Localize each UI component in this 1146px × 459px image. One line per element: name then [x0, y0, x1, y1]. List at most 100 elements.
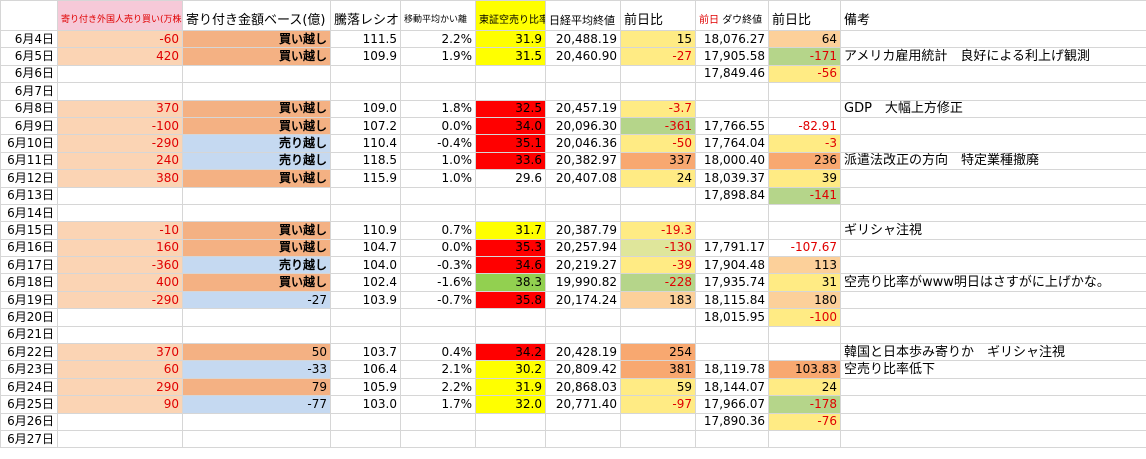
value-cell: [57, 64, 183, 84]
note-cell: [840, 186, 1146, 205]
cell-text: 50: [311, 344, 327, 359]
value-cell: 20,387.79: [545, 221, 621, 240]
value-cell: 17,890.36: [695, 412, 769, 431]
value-cell: [400, 412, 476, 431]
value-cell: [620, 429, 696, 449]
date-cell: 6月22日: [0, 343, 58, 362]
value-cell: 118.5: [330, 151, 401, 171]
cell-text: 6月13日: [7, 188, 54, 203]
note-cell: GDP 大幅上方修正: [840, 99, 1146, 118]
data-row: 6月22日 370 50 103.7 0.4% 34.2 20,428.19 254 韓国と日本…: [0, 343, 1146, 362]
value-cell: [475, 412, 546, 431]
note-cell: ギリシャ注視: [840, 221, 1146, 240]
cell-text: -27: [307, 292, 327, 307]
value-cell: 183: [620, 290, 696, 310]
value-cell: 90: [57, 395, 183, 414]
data-row: 6月6日 17,849.46 -56: [0, 64, 1146, 84]
value-cell: 1.9%: [400, 47, 476, 66]
cell-text: 35.8: [515, 292, 542, 307]
value-cell: -171: [768, 47, 841, 66]
cell-text: 空売り比率低下: [844, 362, 936, 378]
date-cell: 6月10日: [0, 134, 58, 153]
value-cell: 64: [768, 29, 841, 49]
value-cell: 17,904.48: [695, 256, 769, 275]
cell-text: 32.0: [515, 396, 542, 411]
cell-text: 370: [156, 101, 179, 116]
cell-text: 104.0: [362, 257, 397, 272]
cell-text: アメリカ雇用統計 良好による利上げ観測: [844, 49, 1090, 65]
value-cell: 115.9: [330, 169, 401, 188]
value-cell: [620, 64, 696, 84]
value-cell: [695, 99, 769, 118]
value-cell: [182, 186, 331, 205]
value-cell: 20,868.03: [545, 377, 621, 397]
cell-text: -0.3%: [437, 257, 472, 272]
cell-text: 6月15日: [7, 222, 54, 237]
value-cell: 381: [620, 360, 696, 379]
cell-text: GDP 大幅上方修正: [844, 101, 963, 117]
cell-text: 17,890.36: [703, 414, 765, 429]
cell-text: 380: [156, 170, 179, 185]
cell-text: ダウ終値: [722, 15, 763, 26]
cell-text: 18,076.27: [703, 31, 765, 46]
cell-text: 29.6: [515, 170, 542, 185]
cell-text: -1.6%: [437, 275, 472, 290]
value-cell: 買い越し: [182, 273, 331, 292]
header-cell: 移動平均かい離: [400, 0, 476, 31]
value-cell: 0.0%: [400, 116, 476, 136]
cell-text: 337: [669, 153, 692, 168]
value-cell: 104.7: [330, 238, 401, 258]
cell-text: 1.9%: [441, 49, 473, 64]
value-cell: 20,046.36: [545, 134, 621, 153]
value-cell: -0.4%: [400, 134, 476, 153]
value-cell: -97: [620, 395, 696, 414]
cell-text: 移動平均かい離: [404, 15, 468, 25]
header-cell: 前日比: [768, 0, 841, 31]
value-cell: 20,809.42: [545, 360, 621, 379]
header-cell: 騰落レシオ: [330, 0, 401, 31]
note-cell: 派遣法改正の方向 特定業種撤廃: [840, 151, 1146, 171]
cell-text: 240: [156, 153, 179, 168]
value-cell: -228: [620, 273, 696, 292]
cell-text: -77: [307, 396, 327, 411]
cell-text: -290: [151, 136, 179, 151]
cell-text: 寄り付き外国人売り買い(万株): [61, 15, 183, 25]
value-cell: 買い越し: [182, 47, 331, 66]
value-cell: [330, 308, 401, 327]
cell-text: 17,791.17: [703, 240, 765, 255]
date-cell: 6月26日: [0, 412, 58, 431]
cell-text: 6月10日: [7, 136, 54, 151]
cell-text: 31.9: [515, 379, 542, 394]
value-cell: [57, 82, 183, 101]
header-cell: 前日 ダウ終値: [695, 0, 769, 31]
cell-text: 103.0: [362, 396, 397, 411]
cell-text: 6月22日: [7, 344, 54, 359]
cell-text: -141: [809, 188, 837, 203]
value-cell: 110.4: [330, 134, 401, 153]
cell-text: 34.0: [515, 118, 542, 133]
cell-text: 24: [821, 379, 837, 394]
value-cell: [475, 64, 546, 84]
cell-text: 派遣法改正の方向 特定業種撤廃: [844, 153, 1040, 169]
cell-text: -33: [307, 362, 327, 377]
cell-text: 15: [676, 31, 692, 46]
value-cell: [330, 412, 401, 431]
cell-text: 39: [821, 170, 837, 185]
value-cell: [545, 64, 621, 84]
value-cell: 337: [620, 151, 696, 171]
value-cell: 20,219.27: [545, 256, 621, 275]
value-cell: -100: [768, 308, 841, 327]
cell-text: 18,039.37: [703, 170, 765, 185]
data-row: 6月21日: [0, 325, 1146, 345]
cell-text: 韓国と日本歩み寄りか ギリシャ注視: [844, 344, 1066, 360]
cell-text: 6月25日: [7, 396, 54, 411]
cell-text: 買い越し: [278, 31, 327, 46]
cell-text: 236: [814, 153, 837, 168]
value-cell: [57, 203, 183, 223]
value-cell: [330, 325, 401, 345]
cell-text: 6月17日: [7, 257, 54, 272]
cell-text: 20,428.19: [555, 344, 617, 359]
cell-text: 38.3: [515, 275, 542, 290]
cell-text: 254: [669, 344, 692, 359]
header-cell: 日経平均終値: [545, 0, 621, 31]
